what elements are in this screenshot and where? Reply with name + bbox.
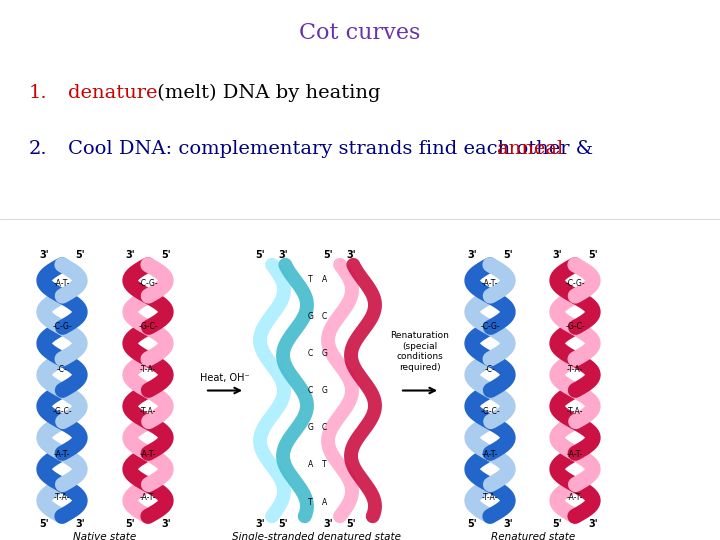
Text: -C-G-: -C-G-: [138, 279, 158, 288]
Text: 3': 3': [278, 250, 288, 260]
Text: C: C: [308, 349, 313, 358]
Text: 5': 5': [125, 519, 135, 529]
Text: 5': 5': [503, 250, 513, 260]
Text: A: A: [322, 274, 328, 284]
Text: 5': 5': [467, 519, 477, 529]
Text: G: G: [308, 312, 314, 321]
Text: 5': 5': [346, 519, 356, 529]
Text: T: T: [308, 497, 312, 507]
Text: 3': 3': [75, 519, 85, 529]
Text: G: G: [322, 386, 328, 395]
Text: 5': 5': [255, 250, 265, 260]
Text: -G-C-: -G-C-: [138, 322, 158, 331]
Text: 1.: 1.: [29, 84, 48, 102]
Text: -G-C-: -G-C-: [52, 407, 72, 416]
Text: 5': 5': [278, 519, 288, 529]
Text: -G-C-: -G-C-: [565, 322, 585, 331]
Text: -T-A-: -T-A-: [482, 493, 498, 502]
Text: -A-T-: -A-T-: [482, 279, 498, 288]
Text: 3': 3': [588, 519, 598, 529]
Text: 3': 3': [503, 519, 513, 529]
Text: A: A: [308, 461, 313, 469]
Text: (melt) DNA by heating: (melt) DNA by heating: [151, 84, 381, 102]
Text: G: G: [322, 349, 328, 358]
Text: 5': 5': [161, 250, 171, 260]
Text: T: T: [308, 274, 312, 284]
Text: -A-T-: -A-T-: [482, 450, 498, 459]
Text: Cot curves: Cot curves: [300, 22, 420, 44]
Text: 3': 3': [552, 250, 562, 260]
Text: -C-G-: -C-G-: [565, 279, 585, 288]
Text: T: T: [322, 461, 327, 469]
Text: -T-A-: -T-A-: [140, 364, 156, 374]
Text: 3': 3': [323, 519, 333, 529]
Text: 2.: 2.: [29, 140, 48, 158]
Text: 5': 5': [552, 519, 562, 529]
Text: Renatured state: Renatured state: [491, 532, 575, 540]
Text: C: C: [322, 423, 328, 432]
Text: C: C: [308, 386, 313, 395]
Text: Renaturation
(special
conditions
required): Renaturation (special conditions require…: [390, 332, 449, 372]
Text: Native state: Native state: [73, 532, 137, 540]
Text: -T-A-: -T-A-: [567, 407, 583, 416]
Text: -T-A-: -T-A-: [54, 493, 70, 502]
Text: 3': 3': [467, 250, 477, 260]
Text: 5': 5': [75, 250, 85, 260]
Text: C: C: [322, 312, 328, 321]
Text: 5': 5': [588, 250, 598, 260]
Text: -A-T-: -A-T-: [567, 493, 583, 502]
Text: Cool DNA: complementary strands find each other &: Cool DNA: complementary strands find eac…: [68, 140, 600, 158]
Text: denature: denature: [68, 84, 158, 102]
Text: 3': 3': [161, 519, 171, 529]
Text: 3': 3': [39, 250, 49, 260]
Text: -A-T-: -A-T-: [140, 450, 156, 459]
Text: 3': 3': [346, 250, 356, 260]
Text: G: G: [308, 423, 314, 432]
Text: -A-T-: -A-T-: [54, 279, 70, 288]
Text: -C-: -C-: [57, 364, 68, 374]
Text: Single-stranded denatured state: Single-stranded denatured state: [233, 532, 402, 540]
Text: anneal: anneal: [497, 140, 563, 158]
Text: -A-T-: -A-T-: [567, 450, 583, 459]
Text: -C-G-: -C-G-: [480, 322, 500, 331]
Text: -C-: -C-: [485, 364, 495, 374]
Text: Heat, OH⁻: Heat, OH⁻: [200, 373, 250, 383]
Text: -T-A-: -T-A-: [567, 364, 583, 374]
Text: -T-A-: -T-A-: [140, 407, 156, 416]
Text: A: A: [322, 497, 328, 507]
Text: 3': 3': [125, 250, 135, 260]
Text: -G-C-: -G-C-: [480, 407, 500, 416]
Text: 5': 5': [39, 519, 49, 529]
Text: -A-T-: -A-T-: [54, 450, 70, 459]
Text: 3': 3': [255, 519, 265, 529]
Text: -C-G-: -C-G-: [52, 322, 72, 331]
Text: 5': 5': [323, 250, 333, 260]
Text: -A-T-: -A-T-: [140, 493, 156, 502]
